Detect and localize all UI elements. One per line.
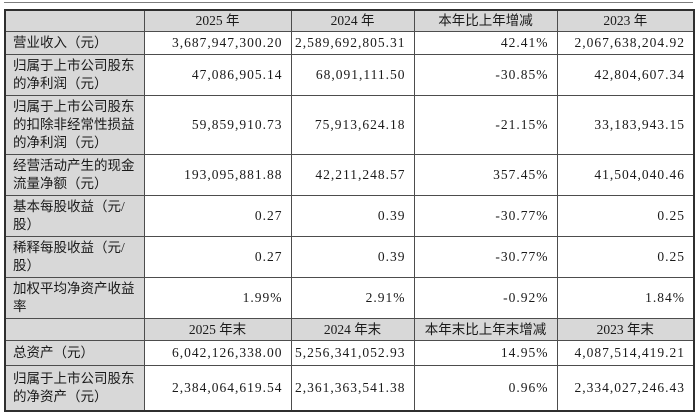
row-label: 归属于上市公司股东的扣除非经常性损益的净利润（元） bbox=[4, 95, 145, 155]
cell-change: -30.77% bbox=[413, 195, 558, 237]
financial-summary-table: 2025 年 2024 年 本年比上年增减 2023 年 营业收入（元） 3,6… bbox=[4, 9, 695, 412]
cell-2024: 5,256,341,052.93 bbox=[290, 340, 415, 366]
cell-change: 357.45% bbox=[413, 154, 558, 196]
cell-change: 14.95% bbox=[413, 340, 558, 366]
table-row-diluted-eps: 稀释每股收益（元/股） 0.27 0.39 -30.77% 0.25 bbox=[4, 236, 695, 278]
cell-change: -30.77% bbox=[413, 236, 558, 278]
column-header-2023-end: 2023 年末 bbox=[556, 318, 695, 341]
cell-2025: 2,384,064,619.54 bbox=[143, 365, 292, 411]
row-label: 基本每股收益（元/股） bbox=[4, 195, 145, 237]
cell-change: -21.15% bbox=[413, 95, 558, 155]
cell-2025: 0.27 bbox=[143, 195, 292, 237]
table-row-net-assets: 归属于上市公司股东的净资产（元） 2,384,064,619.54 2,361,… bbox=[4, 365, 695, 411]
cell-2025: 47,086,905.14 bbox=[143, 54, 292, 96]
cell-2024: 2.91% bbox=[290, 277, 415, 319]
cell-change: 42.41% bbox=[413, 31, 558, 55]
table-row-weighted-roe: 加权平均净资产收益率 1.99% 2.91% -0.92% 1.84% bbox=[4, 277, 695, 319]
cell-2023: 2,334,027,246.43 bbox=[556, 365, 695, 411]
column-header-2024: 2024 年 bbox=[290, 9, 415, 32]
cell-2023: 0.25 bbox=[556, 195, 695, 237]
row-label: 归属于上市公司股东的净资产（元） bbox=[4, 365, 145, 411]
cell-change: 0.96% bbox=[413, 365, 558, 411]
cell-2025: 6,042,126,338.00 bbox=[143, 340, 292, 366]
row-label: 加权平均净资产收益率 bbox=[4, 277, 145, 319]
cell-2024: 2,361,363,541.38 bbox=[290, 365, 415, 411]
column-header-2025-end: 2025 年末 bbox=[143, 318, 292, 341]
table-row-net-profit: 归属于上市公司股东的净利润（元） 47,086,905.14 68,091,11… bbox=[4, 54, 695, 96]
cell-2023: 4,087,514,419.21 bbox=[556, 340, 695, 366]
cell-2025: 0.27 bbox=[143, 236, 292, 278]
column-header-2025: 2025 年 bbox=[143, 9, 292, 32]
row-label: 营业收入（元） bbox=[4, 31, 145, 55]
cell-2023: 33,183,943.15 bbox=[556, 95, 695, 155]
cell-2023: 42,804,607.34 bbox=[556, 54, 695, 96]
cell-2023: 0.25 bbox=[556, 236, 695, 278]
table-header-row-annual: 2025 年 2024 年 本年比上年增减 2023 年 bbox=[4, 9, 695, 32]
column-header-2023: 2023 年 bbox=[556, 9, 695, 32]
row-label: 经营活动产生的现金流量净额（元） bbox=[4, 154, 145, 196]
row-label: 归属于上市公司股东的净利润（元） bbox=[4, 54, 145, 96]
cell-2025: 1.99% bbox=[143, 277, 292, 319]
header-blank-cell bbox=[4, 318, 145, 341]
table-row-operating-cash-flow: 经营活动产生的现金流量净额（元） 193,095,881.88 42,211,2… bbox=[4, 154, 695, 196]
row-label: 稀释每股收益（元/股） bbox=[4, 236, 145, 278]
cell-2024: 2,589,692,805.31 bbox=[290, 31, 415, 55]
cell-2025: 193,095,881.88 bbox=[143, 154, 292, 196]
cell-2024: 42,211,248.57 bbox=[290, 154, 415, 196]
cell-2023: 1.84% bbox=[556, 277, 695, 319]
column-header-2024-end: 2024 年末 bbox=[290, 318, 415, 341]
table-header-row-period-end: 2025 年末 2024 年末 本年末比上年末增减 2023 年末 bbox=[4, 318, 695, 341]
row-label: 总资产（元） bbox=[4, 340, 145, 366]
page-top-rule bbox=[4, 2, 693, 3]
cell-change: -30.85% bbox=[413, 54, 558, 96]
table-row-basic-eps: 基本每股收益（元/股） 0.27 0.39 -30.77% 0.25 bbox=[4, 195, 695, 237]
header-blank-cell bbox=[4, 9, 145, 32]
cell-2023: 2,067,638,204.92 bbox=[556, 31, 695, 55]
table-row-revenue: 营业收入（元） 3,687,947,300.20 2,589,692,805.3… bbox=[4, 31, 695, 55]
cell-2024: 0.39 bbox=[290, 195, 415, 237]
table-row-net-profit-deducted: 归属于上市公司股东的扣除非经常性损益的净利润（元） 59,859,910.73 … bbox=[4, 95, 695, 155]
cell-change: -0.92% bbox=[413, 277, 558, 319]
column-header-end-change: 本年末比上年末增减 bbox=[413, 318, 558, 341]
cell-2024: 68,091,111.50 bbox=[290, 54, 415, 96]
cell-2024: 75,913,624.18 bbox=[290, 95, 415, 155]
cell-2025: 59,859,910.73 bbox=[143, 95, 292, 155]
column-header-yoy-change: 本年比上年增减 bbox=[413, 9, 558, 32]
cell-2025: 3,687,947,300.20 bbox=[143, 31, 292, 55]
cell-2024: 0.39 bbox=[290, 236, 415, 278]
cell-2023: 41,504,040.46 bbox=[556, 154, 695, 196]
table-row-total-assets: 总资产（元） 6,042,126,338.00 5,256,341,052.93… bbox=[4, 340, 695, 366]
